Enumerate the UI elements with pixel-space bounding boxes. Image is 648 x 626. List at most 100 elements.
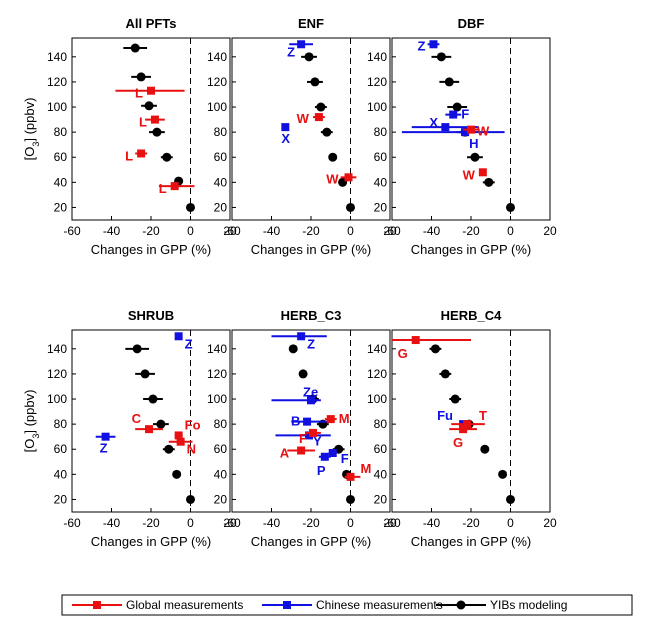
panel-all-pfts-ytick-label: 20	[54, 200, 68, 214]
panel-dbf-yibs-point	[444, 77, 454, 87]
panel-shrub-global-point	[145, 425, 154, 434]
panel-herb-c3-chinese-point	[303, 417, 312, 426]
panel-herb-c3-chinese-label-b: B	[291, 414, 300, 429]
panel-herb-c4-xlabel: Changes in GPP (%)	[411, 534, 531, 549]
panel-herb-c4-xtick-label: -60	[383, 516, 401, 530]
panel-herb-c4-global-label-g: G	[398, 346, 408, 361]
panel-herb-c3-xtick-label: 20	[383, 516, 397, 530]
panel-enf-global-point	[314, 113, 323, 122]
panel-enf-xtick-label: -20	[302, 224, 320, 238]
panel-shrub-ytick-label: 80	[54, 417, 68, 431]
panel-herb-c4-global-point	[411, 336, 420, 345]
panel-enf-yibs-point	[322, 127, 332, 137]
panel-shrub-xtick-label: 20	[223, 516, 237, 530]
panel-shrub-axes-box	[71, 329, 231, 513]
panel-dbf-xtick-label: 0	[507, 224, 514, 238]
panel-herb-c4-ytick-label: 120	[367, 367, 387, 381]
panel-all-pfts-ylabel: [O3] (ppbv)	[22, 98, 41, 161]
panel-herb-c3-chinese-label-z: Z	[307, 336, 315, 351]
panel-enf-yibs-point	[304, 52, 314, 62]
panel-herb-c3-chinese-point	[320, 452, 329, 461]
panel-dbf-yibs-point	[506, 202, 515, 212]
panel-shrub-xtick-label: 0	[187, 516, 194, 530]
panel-all-pfts-xlabel: Changes in GPP (%)	[91, 242, 211, 257]
legend-yibs-modeling-marker	[456, 600, 466, 610]
panel-shrub-global-label-fo: Fo	[185, 417, 201, 432]
panel-dbf-global-point	[467, 125, 475, 134]
panel-herb-c3-xtick-label: 0	[347, 516, 354, 530]
panel-herb-c4-global-point	[463, 420, 472, 429]
panel-shrub-global-label-c: C	[132, 411, 142, 426]
panel-shrub-yibs-point	[186, 494, 195, 504]
panel-herb-c4-global-label-t: T	[479, 408, 487, 423]
legend-chinese-measurements-marker	[283, 601, 291, 609]
panel-dbf-xtick-label: -40	[423, 224, 441, 238]
panel-all-pfts-xtick-label: 0	[187, 224, 194, 238]
panel-all-pfts-ytick-label: 100	[47, 100, 67, 114]
panel-herb-c3-global-label-a: A	[280, 445, 290, 460]
panel-all-pfts-global-point	[170, 182, 179, 191]
panel-dbf-chinese-label-z: Z	[417, 38, 425, 53]
panel-dbf-chinese-label-f: F	[461, 107, 469, 122]
panel-shrub-ytick-label: 20	[54, 492, 68, 506]
panel-shrub-global-point	[174, 431, 183, 440]
panel-herb-c3-global-label-m: M	[361, 461, 372, 476]
panel-enf-global-point	[344, 173, 353, 182]
panel-herb-c3-ytick-label: 40	[214, 467, 228, 481]
panel-enf-ytick-label: 60	[214, 150, 228, 164]
panel-shrub-yibs-point	[172, 469, 182, 479]
panel-all-pfts-yibs-point	[130, 43, 140, 53]
panel-dbf-ytick-label: 60	[374, 150, 388, 164]
panel-enf-xtick-label: 0	[347, 224, 354, 238]
panel-dbf-ytick-label: 20	[374, 200, 388, 214]
panel-all-pfts-yibs-point	[144, 101, 154, 111]
panel-herb-c3-chinese-point	[307, 396, 315, 405]
panel-enf-chinese-label-x: X	[281, 131, 290, 146]
panel-enf-yibs-point	[328, 152, 338, 162]
panel-shrub-ytick-label: 60	[54, 442, 68, 456]
panel-herb-c3-global-label-m: M	[339, 411, 350, 426]
panel-herb-c3-chinese-label-y: Y	[313, 433, 322, 448]
panel-enf-xtick-label: -40	[263, 224, 281, 238]
panel-enf-ytick-label: 100	[207, 100, 227, 114]
panel-enf-chinese-point	[297, 40, 306, 49]
panel-herb-c3-global-point	[326, 415, 335, 424]
panel-enf-xtick-label: -60	[223, 224, 241, 238]
panel-shrub-yibs-point	[164, 444, 174, 454]
panel-herb-c3-xtick-label: -20	[302, 516, 320, 530]
panel-all-pfts-yibs-point	[152, 127, 162, 137]
panel-all-pfts-ytick-label: 60	[54, 150, 68, 164]
panel-herb-c4-title: HERB_C4	[441, 308, 502, 323]
panel-shrub-yibs-point	[148, 394, 158, 404]
panel-herb-c3-global-point	[297, 446, 306, 455]
panel-shrub-global-point	[176, 437, 185, 446]
panel-herb-c4-ytick-label: 60	[374, 442, 388, 456]
panel-enf-ytick-label: 20	[214, 200, 228, 214]
panel-herb-c3-chinese-point	[328, 449, 337, 458]
panel-herb-c4-xtick-label: 0	[507, 516, 514, 530]
panel-herb-c3-global-point	[346, 472, 355, 481]
panel-herb-c4-global-point	[459, 425, 468, 434]
panel-dbf-xtick-label: 20	[543, 224, 557, 238]
panel-herb-c4-yibs-point	[480, 444, 490, 454]
panel-enf-ytick-label: 140	[207, 50, 227, 64]
panel-shrub-yibs-point	[156, 419, 166, 429]
panel-dbf-chinese-point	[429, 40, 438, 49]
panel-enf-chinese-point	[281, 123, 290, 132]
panel-dbf-xlabel: Changes in GPP (%)	[411, 242, 531, 257]
panel-dbf-chinese-point	[461, 128, 470, 137]
panel-herb-c4-chinese-label-fu: Fu	[437, 408, 453, 423]
panel-enf-global-label-w: W	[326, 171, 339, 186]
panel-shrub-xtick-label: -60	[63, 516, 81, 530]
panel-enf-global-label-w: W	[297, 111, 310, 126]
panel-herb-c4-yibs-point	[430, 344, 440, 354]
panel-shrub-ytick-label: 120	[47, 367, 67, 381]
panel-shrub-ytick-label: 40	[54, 467, 68, 481]
panel-shrub-chinese-point	[101, 432, 110, 441]
panel-enf-yibs-point	[310, 77, 320, 87]
panel-herb-c3-yibs-point	[346, 494, 355, 504]
panel-dbf-chinese-point	[449, 110, 458, 119]
panel-herb-c3-ytick-label: 80	[214, 417, 228, 431]
panel-shrub-global-label-n: N	[187, 442, 196, 457]
panel-all-pfts-global-label-l: L	[139, 115, 147, 130]
